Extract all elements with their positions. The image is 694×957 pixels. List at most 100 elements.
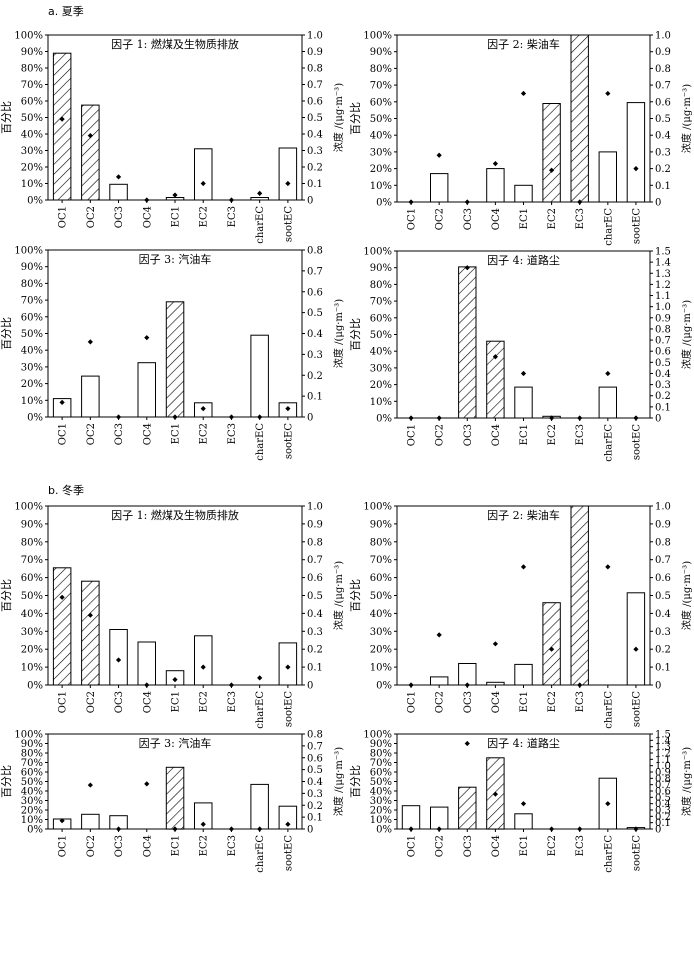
x-tick-label: OC1 xyxy=(58,691,69,713)
y2-tick-label: 0.1 xyxy=(655,402,671,413)
concentration-marker xyxy=(285,180,291,187)
bar xyxy=(109,183,128,201)
y-tick-label: 10% xyxy=(370,663,392,674)
x-tick-label: charEC xyxy=(255,691,266,729)
y-tick-label: 30% xyxy=(21,627,43,638)
chart-title: 因子 3: 汽油车 xyxy=(139,252,212,266)
y2-tick-label: 0.8 xyxy=(307,730,323,741)
y-tick-label: 0% xyxy=(27,681,43,692)
y-tick-label: 30% xyxy=(21,362,43,373)
concentration-marker xyxy=(520,90,527,97)
y-tick-label: 100% xyxy=(363,730,392,741)
y2-tick-label: 0.3 xyxy=(307,789,323,800)
y2-tick-label: 0.5 xyxy=(655,358,671,369)
y2-tick-label: 0 xyxy=(655,825,661,836)
x-tick-label: EC2 xyxy=(547,691,558,712)
x-tick-label: sootEC xyxy=(283,835,294,871)
y-tick-label: 100% xyxy=(14,31,43,42)
chart-title: 因子 2: 柴油车 xyxy=(487,508,560,522)
concentration-marker xyxy=(87,339,93,345)
x-tick-label: OC2 xyxy=(86,423,97,445)
y2-axis-label: 浓度 /(μg·m⁻³) xyxy=(332,83,345,152)
y2-tick-label: 0.4 xyxy=(655,799,671,810)
y2-tick-label: 1.0 xyxy=(307,502,323,513)
concentration-marker xyxy=(520,801,527,807)
y-tick-label: 10% xyxy=(370,181,392,192)
bar xyxy=(570,34,589,203)
y2-axis-label: 浓度 /(μg·m⁻³) xyxy=(332,747,345,816)
y2-tick-label: 0.1 xyxy=(655,663,671,674)
x-tick-label: EC1 xyxy=(171,835,182,856)
bar xyxy=(52,52,72,201)
x-tick-label: OC3 xyxy=(114,206,125,228)
y2-tick-label: 0 xyxy=(307,196,313,207)
concentration-marker xyxy=(549,646,555,652)
concentration-marker xyxy=(172,192,178,198)
y2-tick-label: 1.0 xyxy=(655,761,671,772)
x-tick-label: OC4 xyxy=(491,208,502,230)
y2-tick-label: 1.0 xyxy=(655,302,671,313)
y-tick-label: 100% xyxy=(14,502,43,513)
plot-frame xyxy=(396,505,651,686)
x-tick-label: EC3 xyxy=(575,691,586,712)
y2-tick-label: 1.0 xyxy=(655,31,671,42)
bar xyxy=(137,641,156,686)
y2-tick-label: 0 xyxy=(307,681,313,692)
y2-tick-label: 0 xyxy=(307,825,313,836)
y-tick-label: 0% xyxy=(376,681,392,692)
bar xyxy=(278,642,298,686)
y2-tick-label: 0.8 xyxy=(655,774,671,785)
bar xyxy=(570,505,589,686)
y-tick-label: 70% xyxy=(21,80,43,91)
x-tick-label: EC1 xyxy=(171,206,182,227)
y2-tick-label: 0.5 xyxy=(307,765,323,776)
y-tick-label: 80% xyxy=(21,279,43,290)
y-tick-label: 10% xyxy=(370,815,392,826)
concentration-marker xyxy=(59,594,65,600)
y-tick-label: 70% xyxy=(370,758,392,769)
concentration-marker xyxy=(605,370,611,377)
y-tick-label: 20% xyxy=(370,164,392,175)
y-tick-label: 30% xyxy=(370,627,392,638)
y-tick-label: 100% xyxy=(363,502,392,513)
x-tick-label: charEC xyxy=(255,423,266,461)
x-tick-label: OC4 xyxy=(491,424,502,446)
y-tick-label: 80% xyxy=(21,64,43,75)
x-tick-label: EC1 xyxy=(519,835,530,856)
x-tick-label: charEC xyxy=(603,208,614,246)
y2-tick-label: 0.1 xyxy=(307,813,323,824)
bar xyxy=(81,813,100,830)
y-tick-label: 10% xyxy=(21,663,43,674)
y-tick-label: 90% xyxy=(370,739,392,750)
y2-tick-label: 0.6 xyxy=(655,573,671,584)
bar xyxy=(165,301,185,418)
concentration-marker xyxy=(520,564,527,570)
bar xyxy=(430,806,449,830)
x-tick-label: OC4 xyxy=(491,835,502,857)
bar xyxy=(514,813,533,830)
y2-tick-label: 1.4 xyxy=(655,258,671,269)
bar xyxy=(514,386,533,419)
y-tick-label: 70% xyxy=(370,297,392,308)
y2-tick-label: 0.2 xyxy=(655,391,671,402)
x-tick-label: sootEC xyxy=(631,208,642,244)
bar xyxy=(52,567,72,686)
y2-tick-label: 1.0 xyxy=(307,31,323,42)
y-tick-label: 0% xyxy=(376,825,392,836)
y2-tick-label: 1.3 xyxy=(655,269,671,280)
y-tick-label: 50% xyxy=(21,591,43,602)
y-tick-label: 100% xyxy=(14,246,43,257)
concentration-marker xyxy=(436,632,442,638)
concentration-marker xyxy=(436,152,442,158)
bar xyxy=(626,102,646,203)
x-tick-label: OC2 xyxy=(86,206,97,228)
chart-panel xyxy=(394,733,653,832)
bar xyxy=(81,580,100,686)
x-tick-label: EC2 xyxy=(547,835,558,856)
bar xyxy=(458,266,477,419)
x-tick-label: OC2 xyxy=(435,208,446,230)
y2-tick-label: 0.1 xyxy=(307,179,323,190)
bar xyxy=(514,184,533,203)
y2-tick-label: 0.7 xyxy=(655,81,671,92)
concentration-marker xyxy=(115,174,122,180)
